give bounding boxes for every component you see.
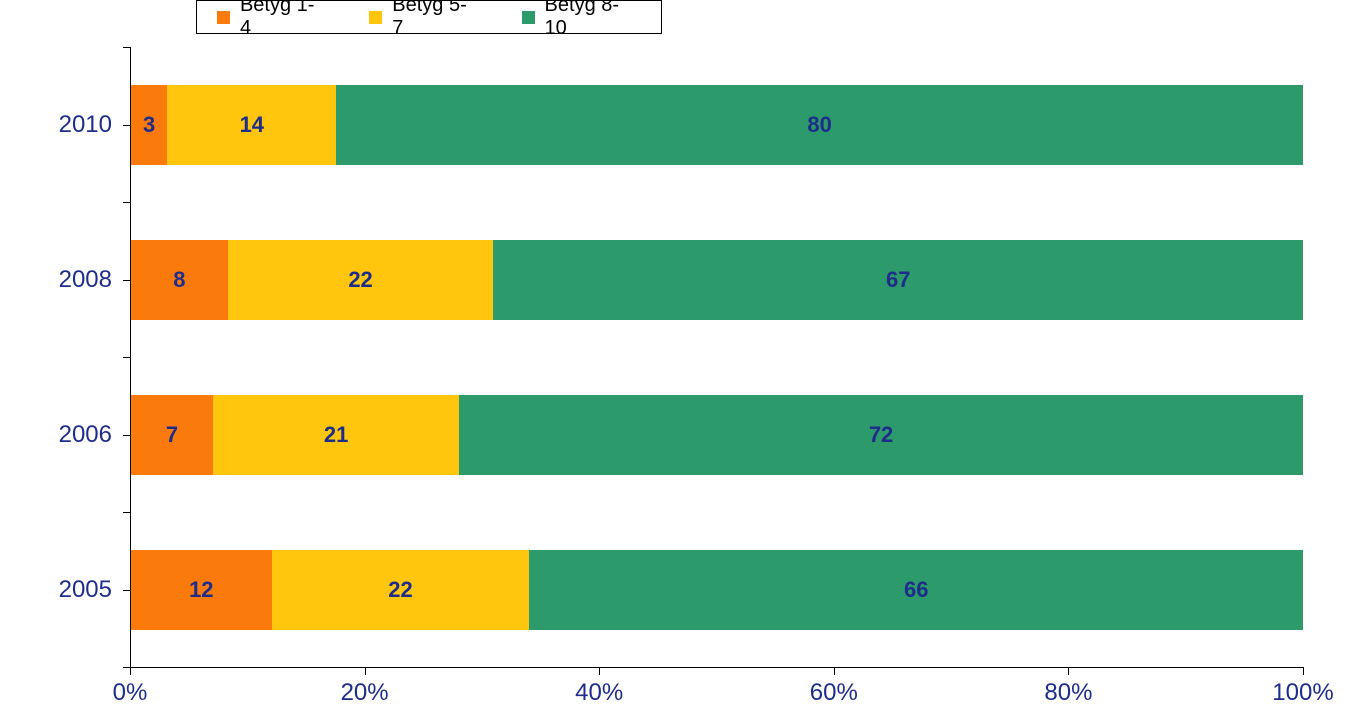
- bar-value-label: 8: [173, 267, 185, 293]
- y-axis-tick: [123, 512, 130, 513]
- bar-segment: 22: [228, 240, 494, 320]
- bar-value-label: 72: [869, 422, 893, 448]
- bar-segment: 7: [131, 395, 213, 475]
- y-axis-tick: [123, 202, 130, 203]
- bar-segment: 80: [336, 85, 1303, 165]
- bar-segment: 14: [167, 85, 336, 165]
- bar-value-label: 66: [904, 577, 928, 603]
- y-axis-category-label: 2010: [59, 111, 130, 139]
- bar-segment: 22: [272, 550, 530, 630]
- legend-label: Betyg 1-4: [240, 0, 325, 40]
- legend: Betyg 1-4Betyg 5-7Betyg 8-10: [196, 0, 662, 34]
- bar-segment: 66: [529, 550, 1303, 630]
- legend-swatch-icon: [522, 11, 535, 24]
- x-axis-tick-label: 0%: [113, 667, 148, 707]
- y-axis-category-label: 2005: [59, 576, 130, 604]
- bar-segment: 8: [131, 240, 228, 320]
- legend-label: Betyg 5-7: [392, 0, 477, 40]
- bar-value-label: 67: [886, 267, 910, 293]
- y-axis-tick: [123, 357, 130, 358]
- bar-value-label: 12: [189, 577, 213, 603]
- plot-area: 0%20%40%60%80%100%2010314802008822672006…: [130, 47, 1303, 667]
- legend-item: Betyg 1-4: [217, 0, 325, 40]
- legend-swatch-icon: [217, 11, 230, 24]
- bar-value-label: 3: [143, 112, 155, 138]
- legend-swatch-icon: [369, 11, 382, 24]
- bar-segment: 67: [493, 240, 1303, 320]
- y-axis-tick: [123, 667, 130, 668]
- x-axis-tick-label: 80%: [1044, 667, 1092, 707]
- bar-value-label: 14: [240, 112, 264, 138]
- x-axis-tick-label: 100%: [1272, 667, 1333, 707]
- bar-segment: 12: [131, 550, 272, 630]
- bar-value-label: 80: [807, 112, 831, 138]
- bar-row: 12 22 66: [131, 550, 1303, 630]
- bar-row: 8 22 67: [131, 240, 1303, 320]
- bar-segment: 21: [213, 395, 459, 475]
- legend-item: Betyg 5-7: [369, 0, 477, 40]
- x-axis-line: [130, 667, 1303, 668]
- x-axis-tick-label: 40%: [575, 667, 623, 707]
- y-axis-tick: [123, 47, 130, 48]
- y-axis-category-label: 2006: [59, 421, 130, 449]
- bar-segment: 3: [131, 85, 167, 165]
- x-axis-tick-label: 60%: [810, 667, 858, 707]
- bar-row: 7 21 72: [131, 395, 1303, 475]
- bar-row: 3 14 80: [131, 85, 1303, 165]
- bar-segment: 72: [459, 395, 1303, 475]
- bar-value-label: 21: [324, 422, 348, 448]
- bar-value-label: 22: [348, 267, 372, 293]
- bar-value-label: 22: [388, 577, 412, 603]
- legend-item: Betyg 8-10: [522, 0, 641, 40]
- x-axis-tick-label: 20%: [341, 667, 389, 707]
- y-axis-category-label: 2008: [59, 266, 130, 294]
- stacked-bar-chart: Betyg 1-4Betyg 5-7Betyg 8-10 0%20%40%60%…: [0, 0, 1345, 727]
- legend-label: Betyg 8-10: [545, 0, 641, 40]
- bar-value-label: 7: [166, 422, 178, 448]
